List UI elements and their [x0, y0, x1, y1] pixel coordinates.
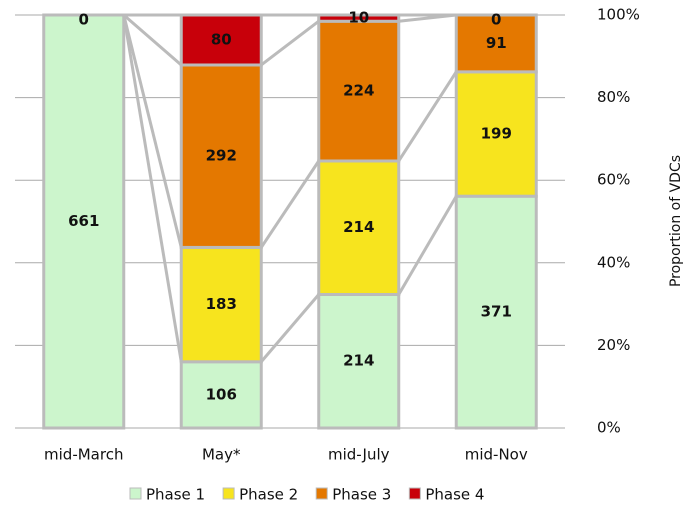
connector	[397, 71, 458, 162]
data-label: 224	[343, 82, 374, 100]
data-label: 214	[343, 218, 374, 236]
bar-segment	[179, 360, 263, 430]
legend-swatch	[222, 487, 235, 500]
bar-segment	[317, 19, 401, 163]
x-tick-label: mid-Nov	[465, 446, 528, 464]
y-axis-label: Proportion of VDCs	[668, 155, 684, 287]
data-label: 10	[348, 9, 369, 27]
y-tick-label: 40%	[597, 253, 630, 271]
legend-label: Phase 4	[425, 486, 484, 504]
bar-segment	[42, 13, 126, 430]
bar-segment	[454, 13, 538, 74]
data-label: 80	[211, 30, 232, 48]
y-tick-label: 0%	[597, 419, 621, 437]
y-tick-label: 100%	[597, 6, 640, 24]
data-label: 214	[343, 352, 374, 370]
connector	[122, 13, 183, 67]
bar-segment	[179, 245, 263, 364]
bar-segment	[317, 13, 401, 23]
data-label: 183	[206, 295, 237, 313]
legend-swatch	[408, 487, 421, 500]
x-tick-label: mid-July	[328, 446, 390, 464]
data-label: 292	[206, 147, 237, 165]
y-tick-label: 60%	[597, 171, 630, 189]
bar-segment	[454, 194, 538, 430]
legend-label: Phase 3	[332, 486, 391, 504]
data-label: 91	[486, 34, 507, 52]
legend-swatch	[315, 487, 328, 500]
connector	[122, 14, 183, 248]
x-tick-label: mid-March	[44, 446, 123, 464]
connector	[260, 20, 320, 67]
bar-segment	[179, 13, 263, 67]
data-label: 0	[491, 11, 501, 29]
bar-segment	[317, 292, 401, 430]
legend-label: Phase 1	[146, 486, 205, 504]
data-label: 0	[79, 11, 89, 29]
bar-segment	[317, 159, 401, 296]
connector	[260, 160, 320, 249]
y-tick-label: 20%	[597, 336, 630, 354]
data-label: 371	[481, 303, 512, 321]
legend-swatch	[129, 487, 142, 500]
data-label: 661	[68, 212, 99, 230]
connector	[397, 195, 458, 296]
x-tick-label: May*	[202, 446, 241, 464]
legend-label: Phase 2	[239, 486, 298, 504]
data-label: 106	[206, 385, 237, 403]
connector	[260, 293, 320, 363]
y-tick-label: 80%	[597, 88, 630, 106]
connector	[122, 14, 183, 363]
data-label: 199	[481, 125, 512, 143]
